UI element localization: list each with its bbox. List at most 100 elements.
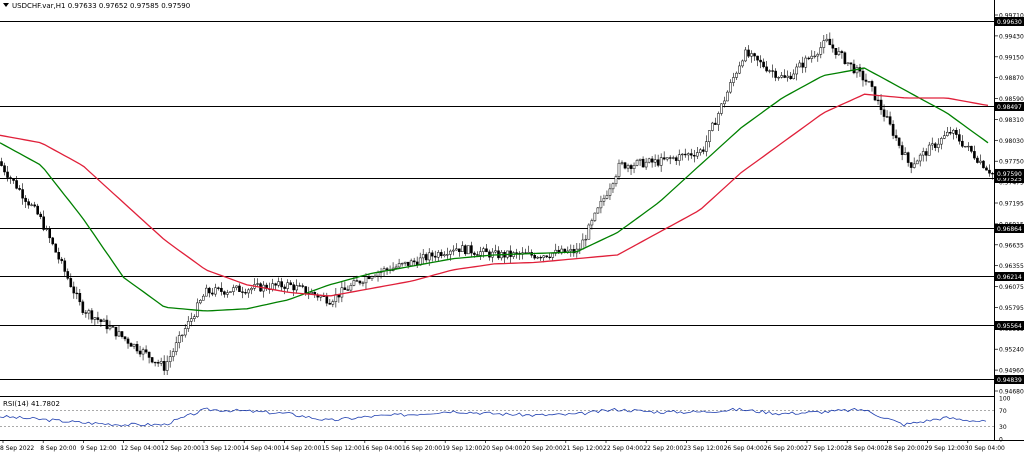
candle-body	[84, 312, 88, 314]
candle-body	[473, 252, 476, 255]
candle-body	[241, 291, 244, 293]
candle-body	[355, 280, 359, 282]
candle-body	[394, 266, 398, 269]
candle-body	[644, 161, 648, 168]
candle-body	[78, 293, 82, 303]
rsi-scale-label: 100	[999, 396, 1011, 403]
candle-body	[680, 153, 684, 156]
price-tick-label: 0.95795	[999, 305, 1024, 312]
rsi-pane: 100 70 30 0	[0, 396, 1011, 444]
level-label-box	[995, 102, 1024, 111]
candle-body	[792, 73, 795, 80]
candle-body	[982, 160, 985, 169]
candle-body	[292, 284, 295, 291]
price-tick-label: 0.99710	[999, 13, 1024, 20]
candle-body	[961, 140, 964, 147]
candle-body	[141, 349, 145, 355]
triangle-down-icon[interactable]	[3, 3, 9, 7]
candle-body	[942, 135, 946, 139]
candle-body	[75, 292, 79, 295]
candle-body	[608, 188, 612, 196]
time-tick-label: 16 Sep 04:00	[362, 445, 402, 452]
time-tick-label: 23 Sep 12:00	[683, 445, 723, 452]
time-tick-label: 9 Sep 12:00	[80, 445, 116, 452]
candle-body	[720, 103, 723, 114]
candle-body	[0, 161, 3, 166]
level-label: 0.94839	[997, 377, 1022, 384]
candle-body	[108, 326, 112, 330]
candle-body	[744, 49, 747, 62]
time-tick-label: 14 Sep 04:00	[241, 445, 281, 452]
candle-body	[21, 189, 24, 199]
candle-body	[795, 66, 799, 75]
candle-body	[539, 256, 542, 259]
candle-body	[120, 331, 124, 337]
level-label: 0.96864	[997, 226, 1022, 233]
candle-body	[304, 286, 308, 294]
candle-body	[973, 151, 976, 159]
rsi-scale-label: 70	[999, 408, 1007, 415]
price-tick-label: 0.98030	[999, 138, 1024, 145]
candle-body	[482, 248, 485, 252]
candle-body	[846, 62, 850, 64]
candle-body	[199, 300, 202, 304]
candle-body	[717, 113, 720, 125]
candle-body	[277, 281, 280, 286]
candle-body	[367, 276, 371, 280]
candle-body	[205, 287, 208, 297]
candle-body	[891, 123, 895, 136]
candle-body	[702, 149, 705, 152]
candle-body	[783, 75, 786, 78]
price-tick-label: 0.97750	[999, 159, 1024, 166]
candle-body	[647, 158, 651, 163]
candle-body	[599, 200, 603, 209]
candle-body	[888, 116, 892, 125]
time-tick-label: 15 Sep 12:00	[322, 445, 362, 452]
ma-green-line	[0, 67, 989, 312]
candle-body	[985, 167, 988, 171]
candle-body	[912, 163, 916, 168]
candle-body	[202, 295, 205, 301]
candle-body	[349, 285, 353, 291]
candle-body	[72, 286, 76, 294]
candle-body	[171, 351, 175, 357]
candle-body	[298, 285, 302, 287]
candle-body	[837, 51, 841, 55]
candle-body	[87, 310, 91, 314]
candle-body	[105, 319, 109, 330]
candle-body	[671, 157, 675, 159]
candle-body	[668, 157, 672, 159]
candle-body	[208, 287, 211, 294]
candle-body	[665, 157, 669, 160]
time-tick-label: 28 Sep 20:00	[884, 445, 924, 452]
candle-body	[569, 249, 573, 252]
candle-body	[741, 60, 744, 67]
candle-body	[768, 70, 771, 72]
candle-body	[406, 261, 410, 266]
candle-body	[774, 70, 777, 78]
candle-body	[229, 291, 232, 293]
current-price-box	[995, 168, 1024, 178]
candle-body	[952, 129, 955, 134]
level-label: 0.95564	[997, 323, 1022, 330]
candle-body	[849, 62, 853, 65]
candle-body	[967, 145, 970, 148]
candle-body	[54, 243, 58, 253]
price-tick-label: 0.98590	[999, 96, 1024, 103]
candle-body	[123, 336, 127, 340]
candle-body	[165, 361, 169, 371]
candle-body	[689, 153, 693, 156]
candle-body	[548, 256, 552, 259]
candle-body	[620, 162, 624, 164]
candle-body	[870, 81, 874, 87]
time-tick-label: 22 Sep 20:00	[643, 445, 683, 452]
candle-body	[771, 70, 774, 72]
horizontal-levels: 0.99630 0.98497 0.97525 0.96864 0.96214 0.955…	[0, 17, 1024, 384]
candle-body	[12, 178, 15, 181]
candle-body	[921, 151, 925, 156]
candle-body	[623, 162, 627, 169]
candle-body	[256, 283, 259, 285]
price-tick-label: 0.95240	[999, 347, 1024, 354]
